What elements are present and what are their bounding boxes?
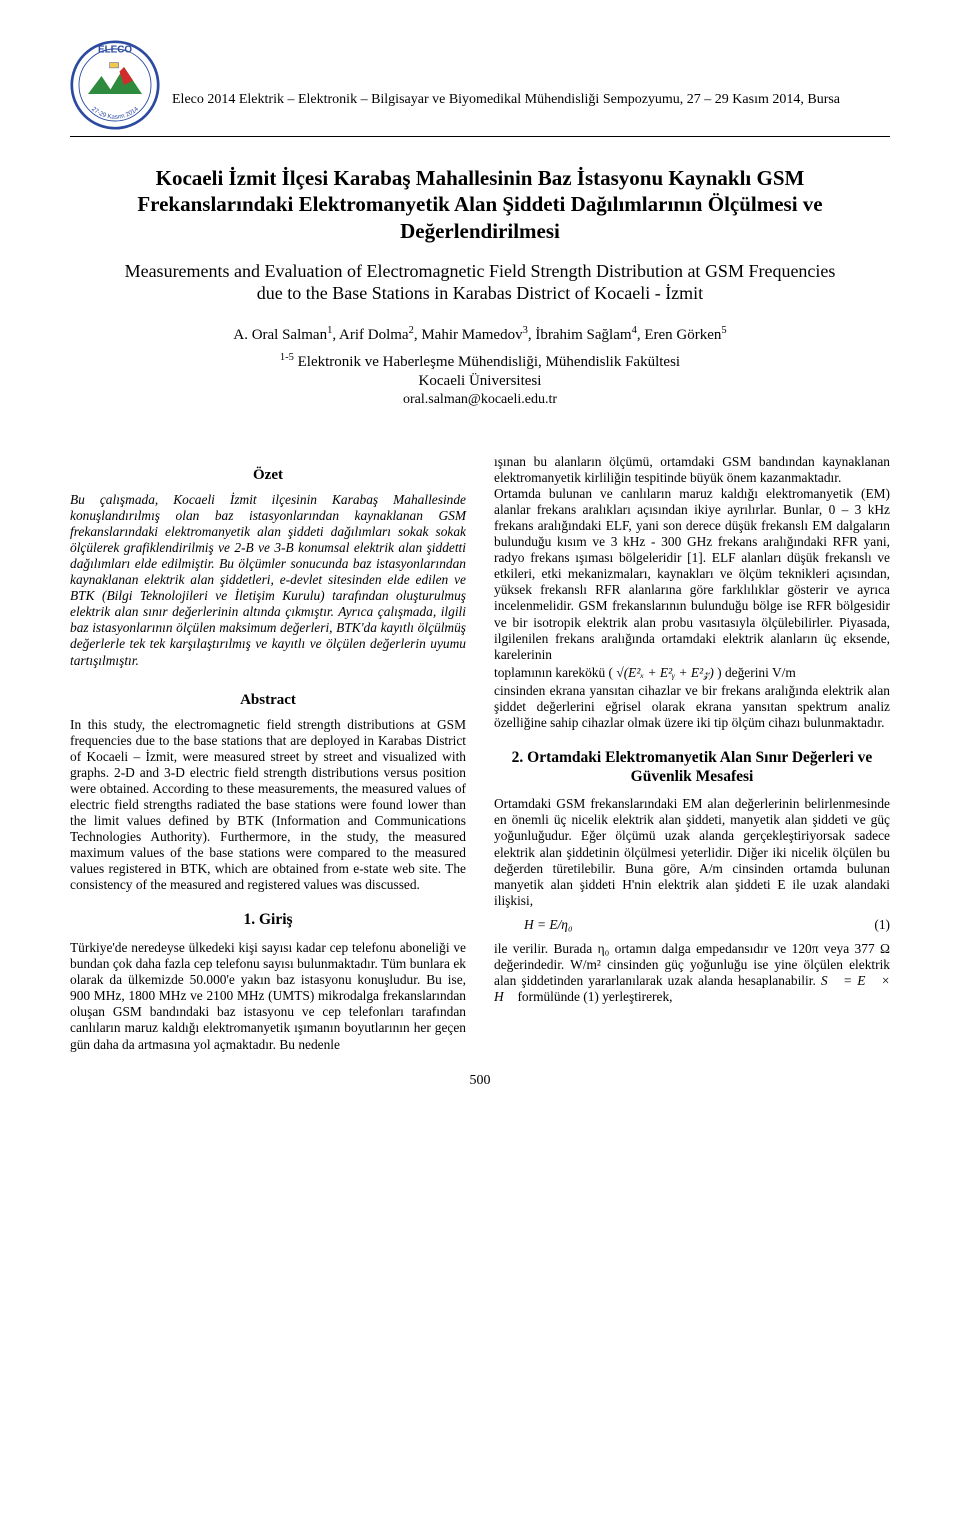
equation-1-row: H = E/η₀ (1) (494, 917, 890, 933)
section-1-heading: 1. Giriş (70, 911, 466, 930)
conference-logo: ELECO 27-29 Kasım 2014 (70, 40, 160, 130)
header-rule (70, 136, 890, 137)
paper-title-turkish: Kocaeli İzmit İlçesi Karabaş Mahallesini… (110, 165, 850, 244)
inline-formula-line: toplamının karekökü ( √(E²ₓ + E²ᵧ + E²𝓏)… (494, 665, 890, 681)
page-header: ELECO 27-29 Kasım 2014 Eleco 2014 Elektr… (70, 40, 890, 130)
ozet-body: Bu çalışmada, Kocaeli İzmit ilçesinin Ka… (70, 492, 466, 669)
paper-title-english: Measurements and Evaluation of Electroma… (110, 260, 850, 305)
affiliation-line-2: Kocaeli Üniversitesi (100, 373, 860, 390)
section-2-heading: 2. Ortamdaki Elektromanyetik Alan Sınır … (494, 749, 890, 786)
sec2-body2-post: formülünde (1) yerleştirerek, (517, 989, 672, 1004)
logo-bottom-text: 27-29 Kasım 2014 (90, 105, 140, 121)
ozet-heading: Özet (70, 466, 466, 484)
two-column-body: Özet Bu çalışmada, Kocaeli İzmit ilçesin… (70, 454, 890, 1055)
logo-top-text: ELECO (98, 45, 132, 56)
right-intro-paragraph-1: ışınan bu alanların ölçümü, ortamdaki GS… (494, 454, 890, 663)
paper-page: ELECO 27-29 Kasım 2014 Eleco 2014 Elektr… (0, 0, 960, 1105)
section-2-body-2: ile verilir. Burada η₀ ortamın dalga emp… (494, 941, 890, 1005)
abstract-body: In this study, the electromagnetic field… (70, 717, 466, 894)
equation-1-number: (1) (850, 917, 890, 933)
corresponding-email: oral.salman@kocaeli.edu.tr (70, 392, 890, 408)
conference-header-text: Eleco 2014 Elektrik – Elektronik – Bilgi… (172, 62, 890, 108)
equation-1: H = E/η₀ (494, 917, 850, 933)
right-column: ışınan bu alanların ölçümü, ortamdaki GS… (494, 454, 890, 1055)
section-2-body-1: Ortamdaki GSM frekanslarındaki EM alan d… (494, 796, 890, 909)
affiliation-line-1: 1-5 Elektronik ve Haberleşme Mühendisliğ… (100, 352, 860, 371)
abstract-heading: Abstract (70, 691, 466, 709)
left-column: Özet Bu çalışmada, Kocaeli İzmit ilçesin… (70, 454, 466, 1055)
page-number: 500 (0, 1073, 960, 1089)
formula-post-text: ) değerini V/m (717, 665, 796, 680)
sqrt-formula: √(E²ₓ + E²ᵧ + E²𝓏) (616, 665, 713, 680)
author-list: A. Oral Salman1, Arif Dolma2, Mahir Mame… (100, 325, 860, 344)
right-intro-paragraph-2: cinsinden ekrana yansıtan cihazlar ve bi… (494, 683, 890, 731)
section-1-body: Türkiye'de neredeyse ülkedeki kişi sayıs… (70, 940, 466, 1053)
formula-pre-text: toplamının karekökü ( (494, 665, 613, 680)
